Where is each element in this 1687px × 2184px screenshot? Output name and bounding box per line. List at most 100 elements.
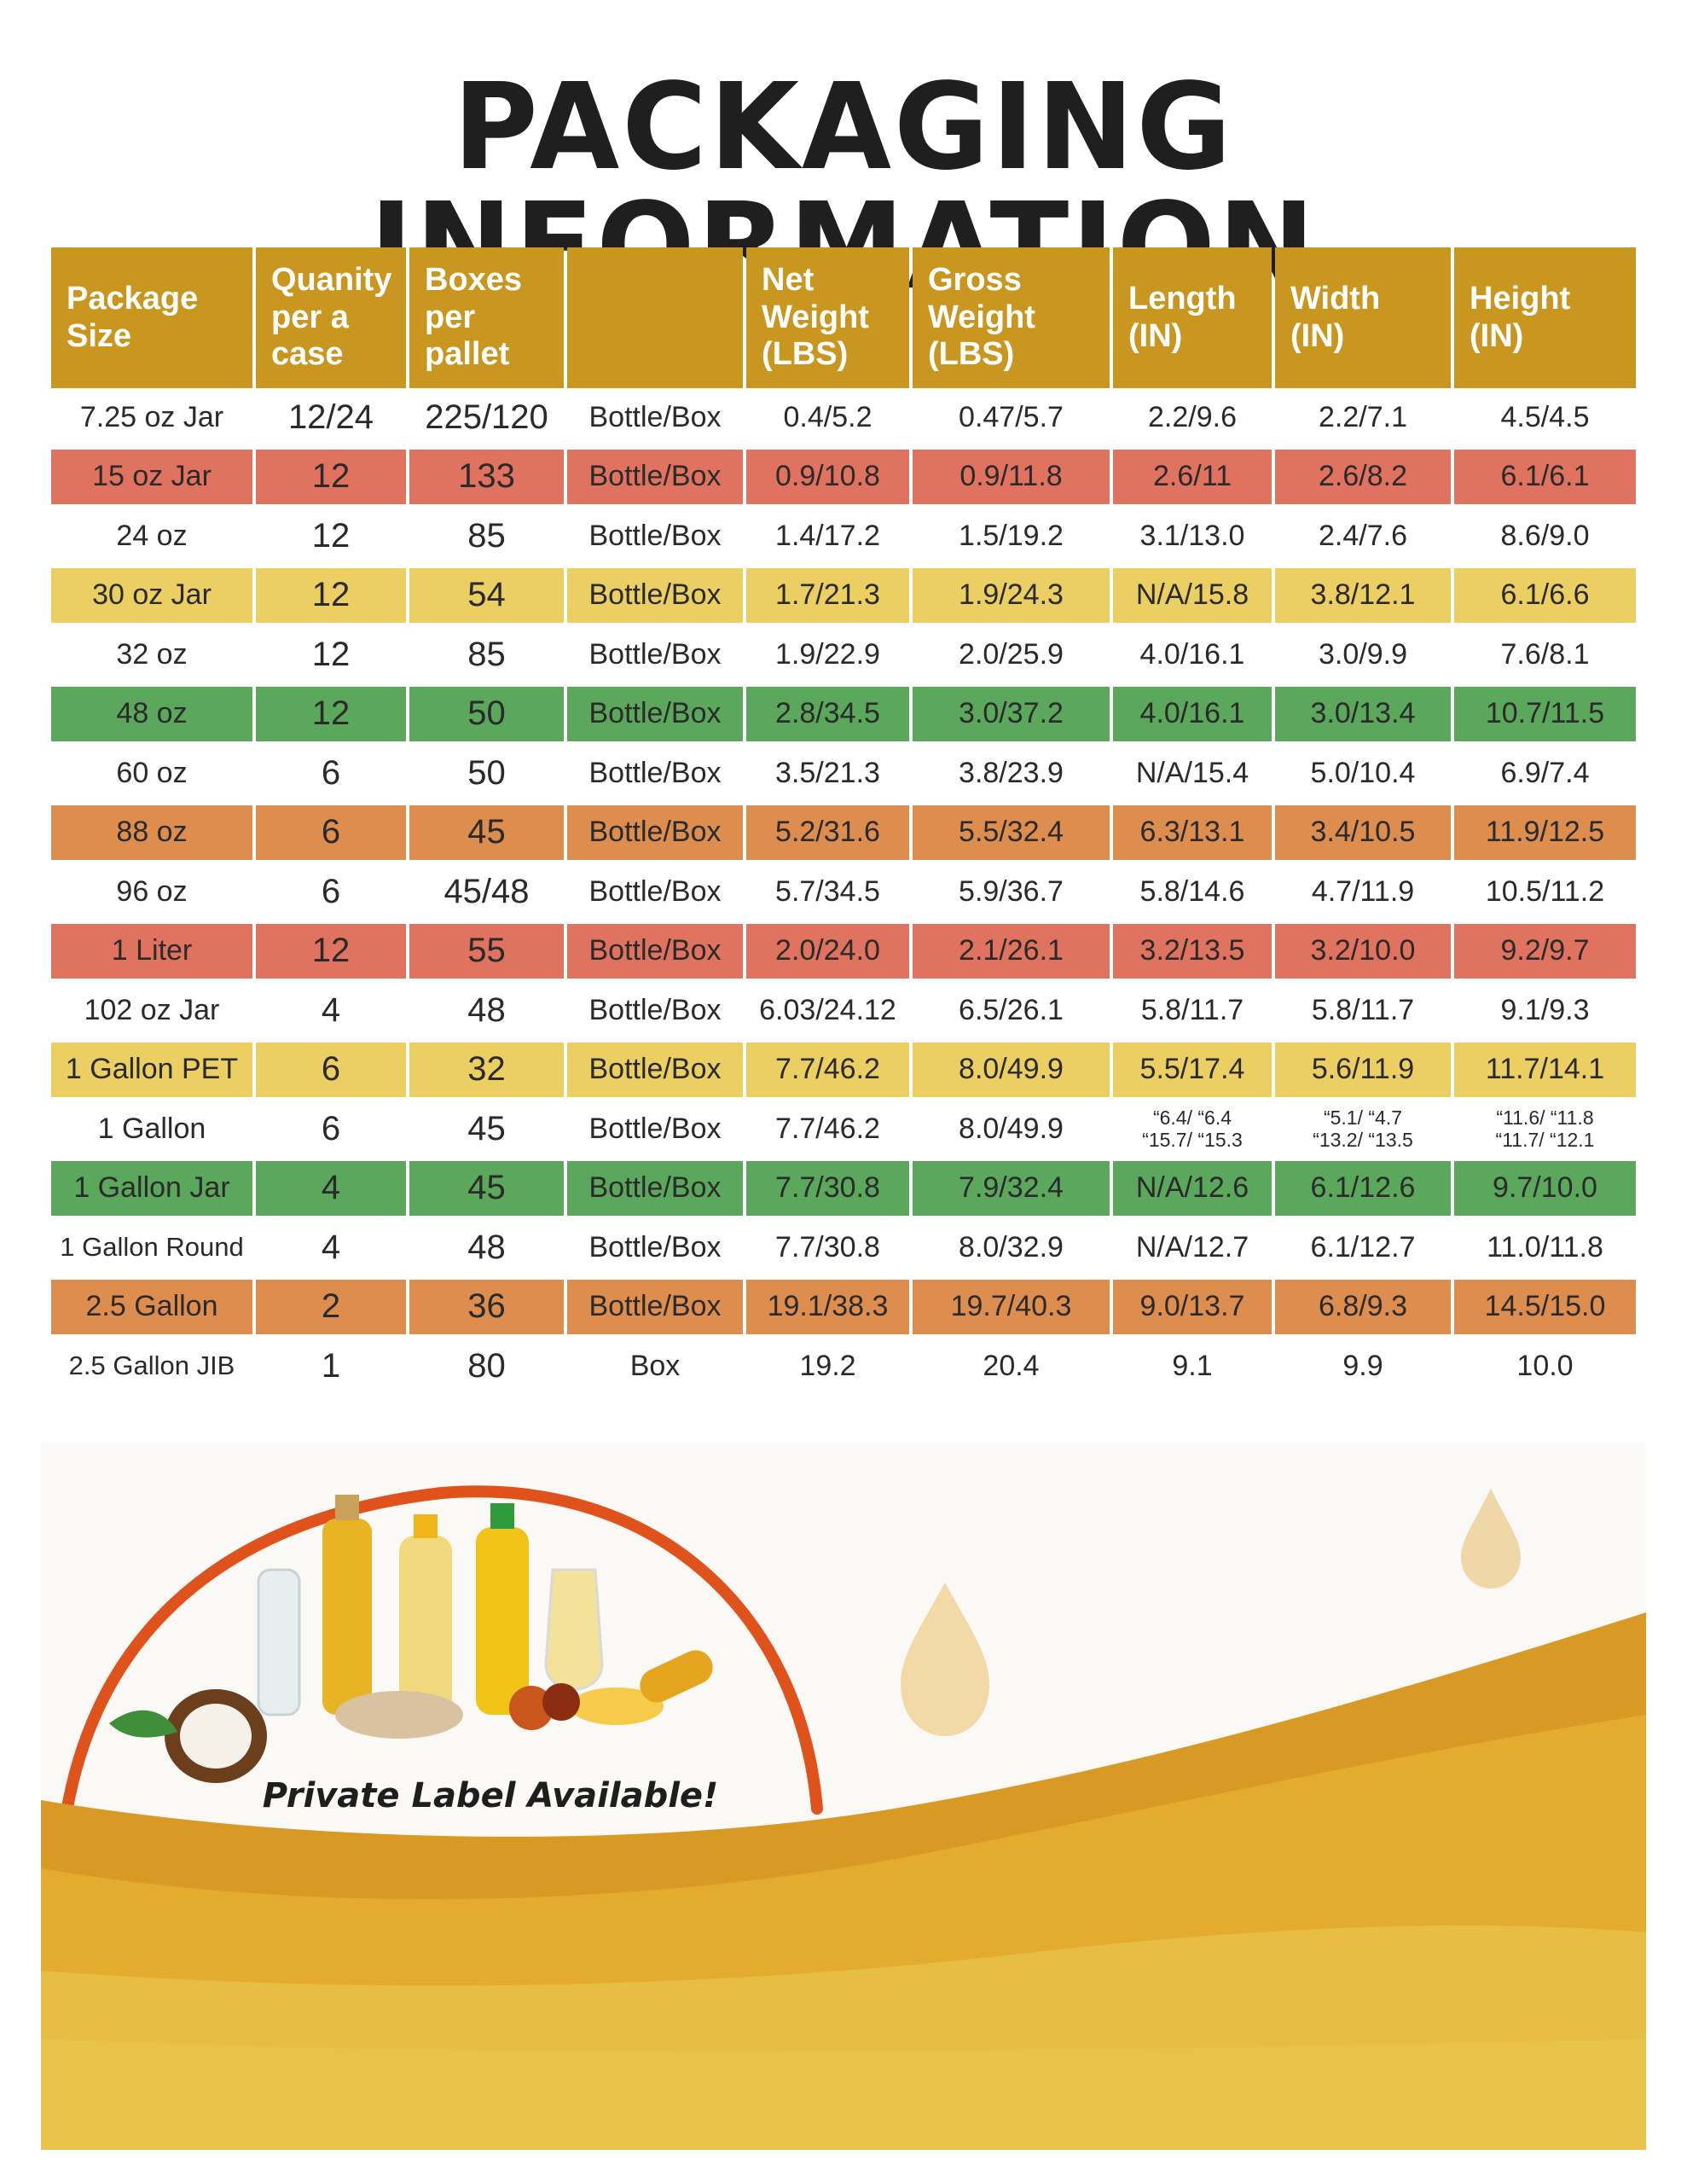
table-cell: Bottle/Box bbox=[588, 1230, 722, 1263]
table-cell: 12 bbox=[256, 567, 406, 623]
table-cell: 9.2/9.7 bbox=[1454, 923, 1636, 979]
table-cell: 6 bbox=[321, 1109, 341, 1147]
table-cell: N/A/12.7 bbox=[1135, 1230, 1249, 1263]
table-cell: 0.9/11.8 bbox=[913, 449, 1110, 504]
table-cell: 45 bbox=[409, 804, 564, 860]
ring-frame bbox=[56, 1485, 823, 1849]
packaging-table: Package Size Quanity per a case Boxes per … bbox=[51, 247, 1636, 1397]
header-cell: Width (IN) bbox=[1275, 247, 1451, 388]
table-cell: 102 oz Jar bbox=[84, 993, 220, 1026]
table-cell: 6.9/7.4 bbox=[1500, 756, 1590, 789]
table-cell: 12 bbox=[256, 686, 406, 741]
header-cell: Quanity per a case bbox=[256, 247, 406, 388]
table-cell: 2.2/9.6 bbox=[1148, 400, 1237, 433]
table-row: 60 oz 6 50 Bottle/Box 3.5/21.3 3.8/23.9 N/A/15… bbox=[51, 744, 1636, 804]
table-cell: 11.7/14.1 bbox=[1454, 1042, 1636, 1097]
table-cell: 0.47/5.7 bbox=[959, 400, 1064, 433]
table-cell: N/A/15.8 bbox=[1113, 567, 1272, 623]
table-row: 1 Liter 12 55 Bottle/Box 2.0/24.0 2.1/26.1 3.2… bbox=[51, 922, 1636, 982]
table-cell: 6 bbox=[321, 753, 341, 792]
table-cell: 0.4/5.2 bbox=[783, 400, 872, 433]
table-cell: 1.9/22.9 bbox=[775, 637, 880, 671]
table-cell: 6.1/6.6 bbox=[1454, 567, 1636, 623]
table-row: 88 oz 6 45 Bottle/Box 5.2/31.6 5.5/32.4 6.3/13… bbox=[51, 804, 1636, 863]
table-cell: 5.6/11.9 bbox=[1275, 1042, 1451, 1097]
table-row: 32 oz 12 85 Bottle/Box 1.9/22.9 2.0/25.9 4.0/1… bbox=[51, 625, 1636, 685]
promo-banner bbox=[41, 1442, 1646, 2150]
table-cell: 3.2/10.0 bbox=[1275, 923, 1451, 979]
table-cell: Bottle/Box bbox=[567, 686, 743, 741]
table-cell: 9.1/9.3 bbox=[1500, 993, 1590, 1026]
table-cell: 9.9 bbox=[1342, 1349, 1383, 1382]
table-cell: 15 oz Jar bbox=[51, 449, 252, 504]
table-cell: 2.4/7.6 bbox=[1319, 519, 1407, 552]
table-cell: Bottle/Box bbox=[588, 637, 722, 671]
table-cell: 45 bbox=[409, 1160, 564, 1216]
private-label-tagline: Private Label Available! bbox=[262, 1776, 719, 1815]
table-cell: 5.8/14.6 bbox=[1139, 874, 1245, 908]
table-cell: 2.5 Gallon bbox=[51, 1279, 252, 1334]
table-cell: 48 bbox=[467, 990, 506, 1029]
table-cell: 3.0/9.9 bbox=[1319, 637, 1407, 671]
table-cell: 2.6/8.2 bbox=[1275, 449, 1451, 504]
table-cell: Bottle/Box bbox=[567, 1279, 743, 1334]
table-cell: 5.2/31.6 bbox=[746, 804, 909, 860]
table-cell: 4 bbox=[321, 990, 341, 1029]
table-cell: 9.0/13.7 bbox=[1113, 1279, 1272, 1334]
table-cell: 7.9/32.4 bbox=[913, 1160, 1110, 1216]
table-cell: 2.2/7.1 bbox=[1319, 400, 1407, 433]
table-cell: 8.0/49.9 bbox=[913, 1042, 1110, 1097]
table-cell: 3.8/12.1 bbox=[1275, 567, 1451, 623]
table-cell: 24 oz bbox=[116, 519, 188, 552]
table-cell: 32 bbox=[409, 1042, 564, 1097]
table-cell: N/A/15.4 bbox=[1135, 756, 1249, 789]
table-cell: 3.2/13.5 bbox=[1113, 923, 1272, 979]
table-cell: 5.5/32.4 bbox=[913, 804, 1110, 860]
oil-drop-icon bbox=[901, 1583, 989, 1736]
table-cell: 36 bbox=[409, 1279, 564, 1334]
table-cell: 133 bbox=[409, 449, 564, 504]
header-cell: Net Weight (LBS) bbox=[746, 247, 909, 388]
table-cell: 0.9/10.8 bbox=[746, 449, 909, 504]
table-cell: 3.5/21.3 bbox=[775, 756, 880, 789]
oil-products-illustration bbox=[109, 1495, 713, 1783]
table-cell: 12 bbox=[311, 516, 351, 555]
table-cell: 5.5/17.4 bbox=[1113, 1042, 1272, 1097]
table-cell: 1 Gallon Jar bbox=[51, 1160, 252, 1216]
table-row: 2.5 Gallon JIB 1 80 Box 19.2 20.4 9.1 9.9 10.0 bbox=[51, 1337, 1636, 1397]
table-cell: 55 bbox=[409, 923, 564, 979]
table-row: 102 oz Jar 4 48 Bottle/Box 6.03/24.12 6.5/26.… bbox=[51, 981, 1636, 1041]
table-cell: “6.4/ “6.4 “15.7/ “15.3 bbox=[1113, 1101, 1272, 1156]
table-cell: Bottle/Box bbox=[588, 400, 722, 433]
table-cell: 6.3/13.1 bbox=[1113, 804, 1272, 860]
table-cell: 5.0/10.4 bbox=[1310, 756, 1416, 789]
table-cell: 6 bbox=[256, 804, 406, 860]
table-cell: 30 oz Jar bbox=[51, 567, 252, 623]
cell-line: “11.6/ “11.8 bbox=[1496, 1106, 1594, 1129]
table-cell: 6 bbox=[256, 1042, 406, 1097]
table-row: 1 Gallon 6 45 Bottle/Box 7.7/46.2 8.0/49.9 “6.… bbox=[51, 1100, 1636, 1159]
table-cell: Bottle/Box bbox=[567, 449, 743, 504]
header-cell bbox=[567, 247, 743, 388]
table-row: 2.5 Gallon 2 36 Bottle/Box 19.1/38.3 19.7/40.… bbox=[51, 1278, 1636, 1338]
table-cell: Bottle/Box bbox=[588, 993, 722, 1026]
table-cell: 4.5/4.5 bbox=[1500, 400, 1590, 433]
table-cell: “5.1/ “4.7 “13.2/ “13.5 bbox=[1275, 1101, 1451, 1156]
table-cell: 12 bbox=[311, 635, 351, 673]
table-cell: 10.0 bbox=[1516, 1349, 1574, 1382]
table-cell: 1 Gallon Round bbox=[60, 1232, 244, 1262]
table-cell: Bottle/Box bbox=[567, 804, 743, 860]
table-cell: 12 bbox=[256, 449, 406, 504]
table-cell: 50 bbox=[409, 686, 564, 741]
table-cell: 45 bbox=[467, 1109, 506, 1147]
table-cell: Bottle/Box bbox=[567, 567, 743, 623]
banner-art bbox=[41, 1485, 1646, 2150]
table-cell: Bottle/Box bbox=[588, 874, 722, 908]
table-cell: 6 bbox=[321, 872, 341, 910]
table-cell: 80 bbox=[467, 1346, 506, 1385]
table-cell: 1.9/24.3 bbox=[913, 567, 1110, 623]
table-cell: 8.6/9.0 bbox=[1500, 519, 1590, 552]
table-cell: 7.7/46.2 bbox=[746, 1042, 909, 1097]
table-cell: 1 bbox=[321, 1346, 341, 1385]
